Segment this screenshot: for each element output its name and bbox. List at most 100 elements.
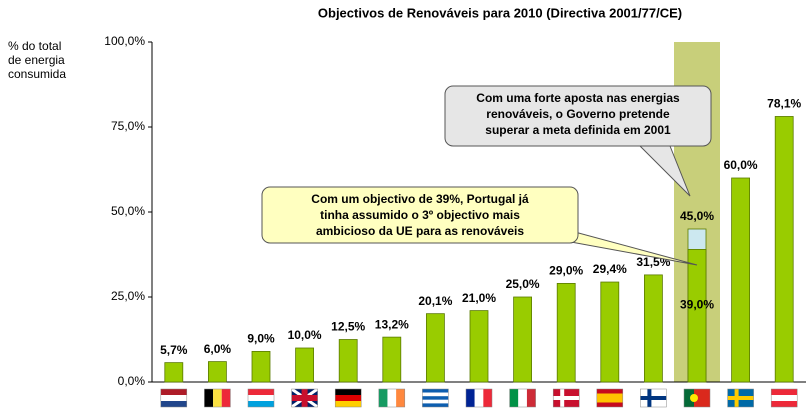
callout-cover <box>595 132 631 145</box>
value-label: 78,1% <box>767 97 801 111</box>
flag-stripe <box>160 401 187 407</box>
flag-border <box>552 388 580 408</box>
value-label: 21,0% <box>462 291 496 305</box>
value-label: 25,0% <box>506 277 540 291</box>
flag-border <box>509 388 536 408</box>
flag <box>727 388 754 408</box>
flag-stripe <box>396 389 405 407</box>
value-label: 29,4% <box>593 262 627 276</box>
flag-border <box>334 388 362 408</box>
flag-stripe <box>771 389 798 395</box>
bar <box>731 177 750 383</box>
value-label: 9,0% <box>247 332 275 346</box>
flag-stripe <box>474 389 484 407</box>
bar <box>600 281 620 383</box>
value-label: 39,0% <box>680 298 714 312</box>
flag-stripe <box>160 395 187 401</box>
flag-border <box>378 388 406 408</box>
flag <box>552 388 580 408</box>
value-label: 60,0% <box>724 158 758 172</box>
flag-stripe <box>204 389 214 407</box>
flag-border <box>683 388 711 408</box>
flag-cross <box>291 395 318 401</box>
y-tick-label: 75,0% <box>111 119 145 133</box>
value-label: 13,2% <box>375 317 409 331</box>
y-tick-label: 0,0% <box>118 374 146 388</box>
chart-title: Objectivos de Renováveis para 2010 (Dire… <box>318 5 682 20</box>
flag-stripe <box>422 396 449 400</box>
callout-cover <box>412 229 422 242</box>
flag <box>640 388 667 408</box>
value-label: 10,0% <box>288 328 322 342</box>
bar <box>425 313 445 383</box>
flag-stripe <box>378 389 388 407</box>
flag-stripe <box>335 401 362 407</box>
flag-stripe <box>596 398 623 403</box>
flag-stripe <box>160 389 187 395</box>
flag <box>378 388 406 408</box>
bar <box>295 347 315 383</box>
y-tick-label: 50,0% <box>111 204 145 218</box>
flag <box>160 388 188 408</box>
flag-stripe <box>335 389 362 395</box>
flag-stripe <box>526 389 536 407</box>
flag <box>465 388 493 408</box>
y-axis-label: consumida <box>8 67 66 81</box>
callout-text: superar a meta definida em 2001 <box>485 123 671 137</box>
bar <box>469 310 489 383</box>
bar <box>644 274 663 383</box>
flag <box>290 387 319 409</box>
flag-stripe <box>422 392 449 397</box>
bar <box>251 350 271 383</box>
y-tick-label: 100,0% <box>104 34 145 48</box>
flag-stripe <box>509 389 519 407</box>
flag-stripe <box>771 395 798 401</box>
flag <box>770 388 798 408</box>
flag-border <box>160 388 188 408</box>
flag-stripe <box>248 401 274 407</box>
flag-stripe <box>248 395 274 401</box>
bar <box>207 361 227 383</box>
flag-border <box>291 388 318 408</box>
bar <box>556 282 576 383</box>
flag <box>509 388 536 408</box>
value-label: 6,0% <box>204 342 232 356</box>
flag-border <box>465 388 493 408</box>
flag <box>422 388 449 408</box>
flag <box>334 388 362 408</box>
callout-box <box>261 186 579 244</box>
flag-emblem <box>690 394 698 402</box>
flag-border <box>247 388 275 408</box>
flag-stripe <box>422 403 449 407</box>
flag <box>247 388 275 408</box>
callout-tail <box>559 227 698 266</box>
flag-stripe <box>596 402 623 407</box>
flag-border <box>596 388 624 408</box>
bar <box>513 296 532 383</box>
flag-stripe <box>596 389 623 394</box>
y-axis-label: de energia <box>8 53 65 67</box>
flag <box>596 388 624 408</box>
flag-stripe <box>596 393 623 398</box>
callout-text: ambicioso da UE para as renováveis <box>316 224 524 238</box>
callout-text: Com uma forte aposta nas energias <box>476 91 680 105</box>
flag-border <box>640 388 667 408</box>
flag-border <box>770 388 798 408</box>
flag-border <box>422 388 449 408</box>
flag-cross <box>727 396 754 400</box>
bar <box>382 336 402 383</box>
value-label: 5,7% <box>160 343 188 357</box>
callout-text: tinha assumido o 3º objectivo mais <box>320 208 520 222</box>
y-tick-label: 25,0% <box>111 289 145 303</box>
flag-stripe <box>335 395 362 401</box>
flag-cross <box>640 396 667 400</box>
flag-stripe <box>248 389 274 395</box>
callout-tail <box>639 145 691 197</box>
value-label: 20,1% <box>418 294 452 308</box>
flag-stripe <box>422 399 449 404</box>
bar <box>774 116 794 383</box>
flag-stripe <box>684 389 694 407</box>
flag-stripe <box>422 389 449 393</box>
flag <box>683 388 711 408</box>
